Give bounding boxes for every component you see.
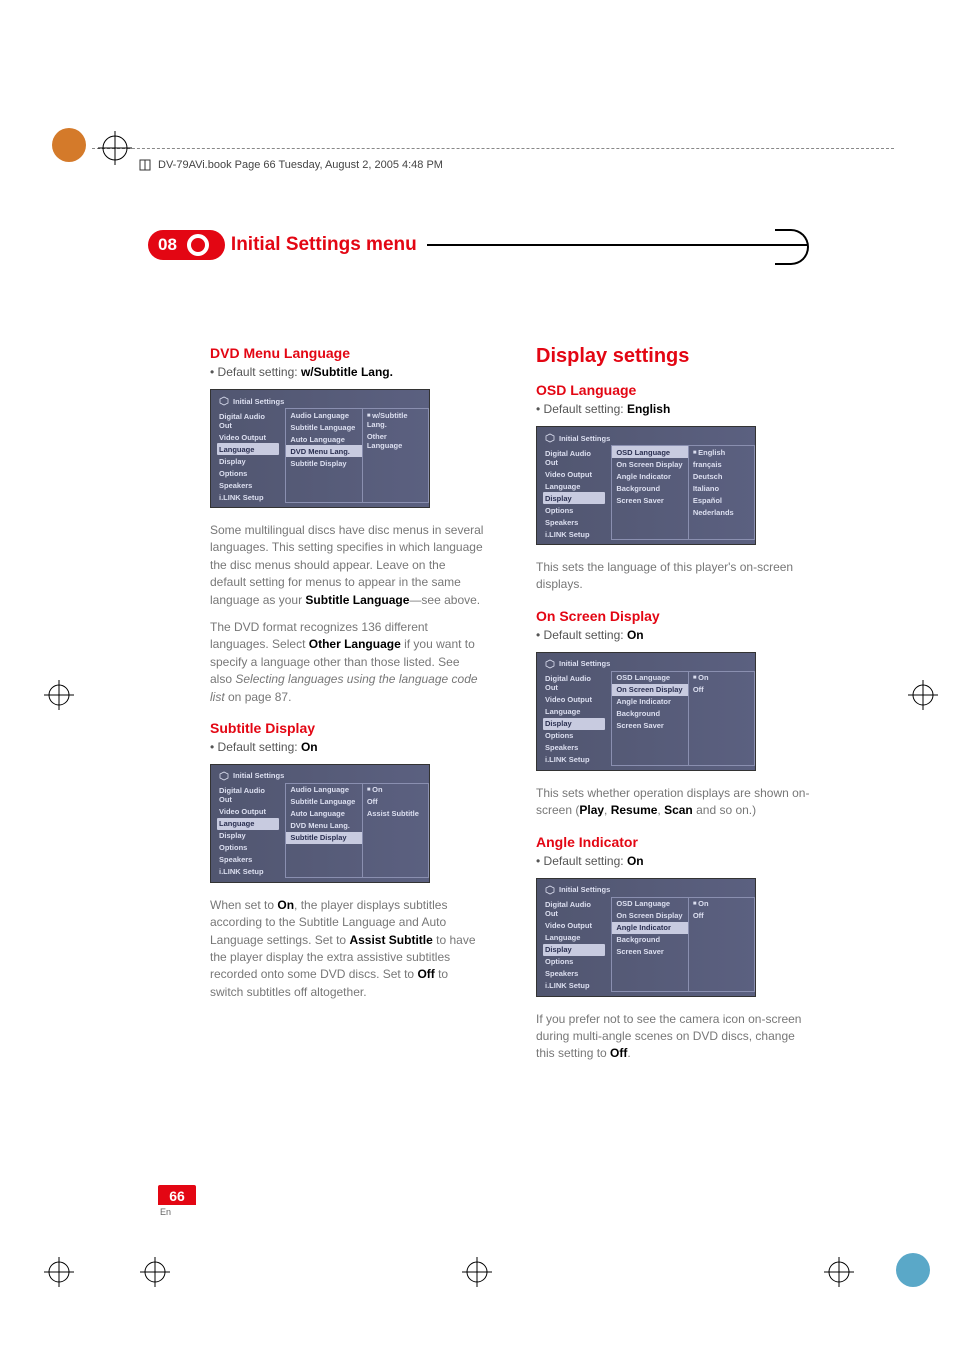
paragraph: This sets whether operation displays are… bbox=[536, 785, 810, 820]
osd-panel: Initial SettingsDigital Audio OutVideo O… bbox=[210, 764, 430, 883]
osd-panel: Initial SettingsDigital Audio OutVideo O… bbox=[536, 878, 756, 997]
registration-mark-icon bbox=[44, 1257, 74, 1287]
registration-mark-icon bbox=[140, 1257, 170, 1287]
left-column: DVD Menu Language • Default setting: w/S… bbox=[210, 345, 484, 1073]
chapter-rule bbox=[427, 244, 808, 246]
print-header-text: DV-79AVi.book Page 66 Tuesday, August 2,… bbox=[158, 159, 443, 171]
chapter-number: 08 bbox=[158, 235, 177, 255]
osd-panel: Initial SettingsDigital Audio OutVideo O… bbox=[536, 652, 756, 771]
default-setting-row: • Default setting: w/Subtitle Lang. bbox=[210, 365, 484, 379]
paragraph: When set to On, the player displays subt… bbox=[210, 897, 484, 1001]
default-setting-row: • Default setting: On bbox=[210, 740, 484, 754]
print-crosshair-icon bbox=[98, 131, 132, 165]
default-setting-row: • Default setting: On bbox=[536, 854, 810, 868]
registration-mark-icon bbox=[908, 680, 938, 710]
page-language: En bbox=[160, 1207, 171, 1217]
chapter-ring-icon bbox=[187, 234, 209, 256]
registration-mark-icon bbox=[44, 680, 74, 710]
heading-osd-language: OSD Language bbox=[536, 382, 810, 398]
osd-panel: Initial SettingsDigital Audio OutVideo O… bbox=[210, 389, 430, 508]
right-column: Display settings OSD Language • Default … bbox=[536, 345, 810, 1073]
paragraph: The DVD format recognizes 136 different … bbox=[210, 619, 484, 706]
default-setting-row: • Default setting: English bbox=[536, 402, 810, 416]
heading-subtitle-display: Subtitle Display bbox=[210, 720, 484, 736]
paragraph: This sets the language of this player's … bbox=[536, 559, 810, 594]
book-icon bbox=[138, 158, 152, 172]
chapter-title: Initial Settings menu bbox=[231, 234, 417, 256]
paragraph: Some multilingual discs have disc menus … bbox=[210, 522, 484, 609]
default-setting-row: • Default setting: On bbox=[536, 628, 810, 642]
registration-mark-icon bbox=[462, 1257, 492, 1287]
print-dashed-line bbox=[92, 148, 894, 149]
registration-mark-icon bbox=[824, 1257, 854, 1287]
heading-angle-indicator: Angle Indicator bbox=[536, 834, 810, 850]
heading-display-settings: Display settings bbox=[536, 345, 810, 368]
page-number: 66 bbox=[158, 1185, 196, 1205]
print-header: DV-79AVi.book Page 66 Tuesday, August 2,… bbox=[138, 158, 443, 172]
chapter-header: 08 Initial Settings menu bbox=[148, 229, 808, 261]
osd-panel: Initial SettingsDigital Audio OutVideo O… bbox=[536, 426, 756, 545]
paragraph: If you prefer not to see the camera icon… bbox=[536, 1011, 810, 1063]
corner-dot-tl bbox=[52, 128, 86, 162]
corner-dot-br bbox=[896, 1253, 930, 1287]
chapter-pill: 08 bbox=[148, 230, 225, 260]
heading-on-screen-display: On Screen Display bbox=[536, 608, 810, 624]
heading-dvd-menu-language: DVD Menu Language bbox=[210, 345, 484, 361]
